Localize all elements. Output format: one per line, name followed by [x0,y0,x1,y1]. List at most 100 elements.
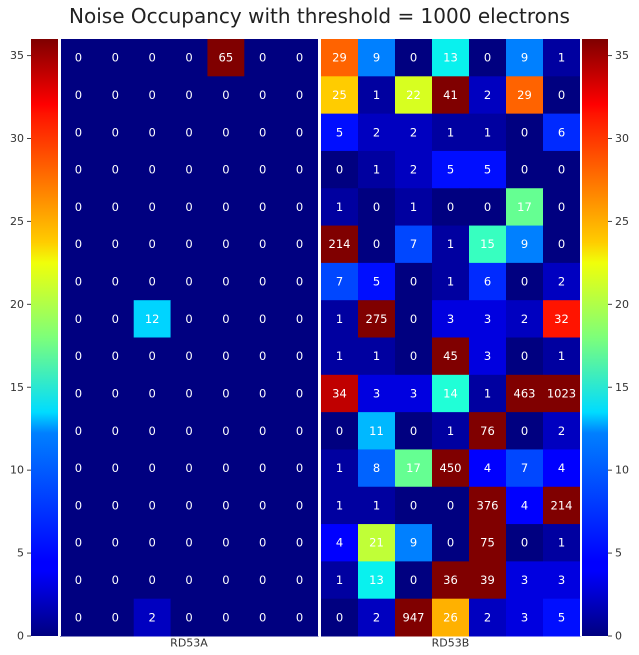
heatmap-cell [96,76,135,115]
cell-value-label: 0 [259,610,266,624]
colorbar-right-tick-label: 20 [615,298,629,311]
cell-value-label: 0 [75,88,82,102]
heatmap-cell [281,374,319,413]
heatmap-cell [96,188,135,227]
heatmap-cell [207,449,245,488]
cell-value-label: 0 [296,610,303,624]
heatmap-cell [506,449,544,488]
cell-value-label: 3 [484,312,491,326]
cell-value-label: 0 [259,349,266,363]
heatmap-cell [96,337,135,376]
heatmap-cell [207,225,245,264]
heatmap-cell [469,524,507,562]
cell-value-label: 0 [112,498,119,512]
cell-value-label: 1 [336,349,343,363]
heatmap-cell [207,561,245,600]
cell-value-label: 7 [336,275,343,289]
heatmap-cell [395,39,433,77]
cell-value-label: 1 [336,498,343,512]
heatmap-cell [207,337,245,376]
cell-value-label: 214 [551,498,573,512]
cell-value-label: 0 [185,610,192,624]
colorbar-left: 0 5 10 15 20 25 30 35 [10,39,58,643]
cell-value-label: 2 [484,88,491,102]
cell-value-label: 0 [259,275,266,289]
cell-value-label: 0 [484,200,491,214]
cell-value-label: 5 [336,125,343,139]
heatmap-cell [543,76,581,115]
cell-value-label: 0 [148,386,155,400]
cell-value-label: 0 [112,386,119,400]
heatmap-cell [543,449,581,488]
heatmap-cell [170,150,208,189]
heatmap-cell [281,598,319,637]
heatmap-cell [244,337,282,376]
cell-value-label: 0 [112,461,119,475]
heatmap-cell [321,113,359,152]
cell-value-label: 0 [447,498,454,512]
heatmap-cell [321,225,359,264]
heatmap-cell [358,76,396,115]
colorbar-left-tick-label: 35 [10,49,24,62]
cell-value-label: 17 [406,461,421,475]
heatmap-cell [281,39,319,77]
cell-value-label: 0 [558,88,565,102]
heatmap-cell [543,374,581,413]
colorbar-right-tick-label: 5 [615,547,622,560]
heatmap-cell [133,113,172,152]
colorbar-left-tick-label: 5 [17,547,24,560]
heatmap-cell [244,524,282,562]
heatmap-cell [244,300,282,338]
cell-value-label: 0 [185,312,192,326]
heatmap-cell [96,449,135,488]
cell-value-label: 3 [484,349,491,363]
heatmap-cell [244,374,282,413]
cell-value-label: 0 [296,51,303,65]
heatmap-cell [432,374,470,413]
colorbar-right: 0 5 10 15 20 25 30 35 [582,39,629,643]
heatmap-cell [207,412,245,450]
heatmap-cell [321,150,359,189]
cell-value-label: 76 [480,424,495,438]
cell-value-label: 26 [443,610,458,624]
cell-value-label: 0 [75,312,82,326]
heatmap-cell [358,374,396,413]
cell-value-label: 450 [440,461,462,475]
heatmap-cell [133,76,172,115]
heatmap-cell [133,374,172,413]
heatmap-cell [170,449,208,488]
heatmap-cell [281,524,319,562]
cell-value-label: 0 [222,237,229,251]
cell-value-label: 0 [148,536,155,550]
heatmap-cell [207,374,245,413]
cell-value-label: 0 [75,386,82,400]
cell-value-label: 0 [112,312,119,326]
heatmap-cell [395,561,433,600]
cell-value-label: 0 [296,125,303,139]
cell-value-label: 0 [296,498,303,512]
cell-value-label: 0 [185,237,192,251]
heatmap-cell [358,150,396,189]
heatmap-cell [543,225,581,264]
cell-value-label: 0 [484,51,491,65]
cell-value-label: 0 [148,88,155,102]
cell-value-label: 3 [521,610,528,624]
heatmap-cell [281,188,319,227]
heatmap-cell [469,225,507,264]
heatmap-cell [543,412,581,450]
heatmap-cell [543,337,581,376]
heatmap-cell [96,225,135,264]
heatmap-cell [321,188,359,227]
heatmap-cell [395,188,433,227]
heatmap-cell [395,150,433,189]
cell-value-label: 0 [558,200,565,214]
cell-value-label: 0 [112,88,119,102]
cell-value-label: 0 [259,125,266,139]
cell-value-label: 1 [336,200,343,214]
cell-value-label: 0 [148,163,155,177]
cell-value-label: 5 [558,610,565,624]
chart-title: Noise Occupancy with threshold = 1000 el… [69,4,570,28]
heatmap-cell [469,150,507,189]
colorbar-right-tick-label: 10 [615,464,629,477]
heatmap-cell [321,39,359,77]
